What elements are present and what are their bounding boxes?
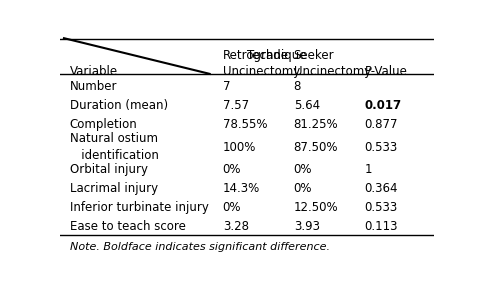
Text: 0.017: 0.017 (365, 99, 402, 112)
Text: 0.364: 0.364 (365, 182, 398, 195)
Text: 8: 8 (294, 80, 301, 93)
Text: Seeker: Seeker (294, 48, 335, 62)
Text: Duration (mean): Duration (mean) (69, 99, 168, 112)
Text: 0.533: 0.533 (365, 141, 398, 154)
Text: Orbital injury: Orbital injury (69, 163, 147, 176)
Text: 0%: 0% (223, 201, 241, 214)
Text: Lacrimal injury: Lacrimal injury (69, 182, 158, 195)
Text: 81.25%: 81.25% (294, 118, 338, 131)
Text: 5.64: 5.64 (294, 99, 320, 112)
Text: Completion: Completion (69, 118, 137, 131)
Text: Uncinectomy: Uncinectomy (294, 65, 371, 78)
Text: 87.50%: 87.50% (294, 141, 338, 154)
Text: 0.113: 0.113 (365, 220, 398, 233)
Text: 12.50%: 12.50% (294, 201, 338, 214)
Text: 0%: 0% (223, 163, 241, 176)
Text: P-Value: P-Value (365, 65, 408, 78)
Text: Variable: Variable (69, 65, 118, 78)
Text: 7.57: 7.57 (223, 99, 249, 112)
Text: Ease to teach score: Ease to teach score (69, 220, 186, 233)
Text: Inferior turbinate injury: Inferior turbinate injury (69, 201, 208, 214)
Text: 0%: 0% (294, 182, 312, 195)
Text: Natural ostium
   identification: Natural ostium identification (69, 132, 159, 162)
Text: Number: Number (69, 80, 117, 93)
Text: 0%: 0% (294, 163, 312, 176)
Text: Retrograde: Retrograde (223, 48, 289, 62)
Text: 3.93: 3.93 (294, 220, 320, 233)
Text: Technique: Technique (247, 48, 307, 62)
Text: 14.3%: 14.3% (223, 182, 260, 195)
Text: 7: 7 (223, 80, 230, 93)
Text: Uncinectomy: Uncinectomy (223, 65, 300, 78)
Text: 78.55%: 78.55% (223, 118, 267, 131)
Text: 100%: 100% (223, 141, 256, 154)
Text: 1: 1 (365, 163, 372, 176)
Text: Note. Boldface indicates significant difference.: Note. Boldface indicates significant dif… (69, 242, 330, 252)
Text: 0.533: 0.533 (365, 201, 398, 214)
Text: 0.877: 0.877 (365, 118, 398, 131)
Text: 3.28: 3.28 (223, 220, 249, 233)
